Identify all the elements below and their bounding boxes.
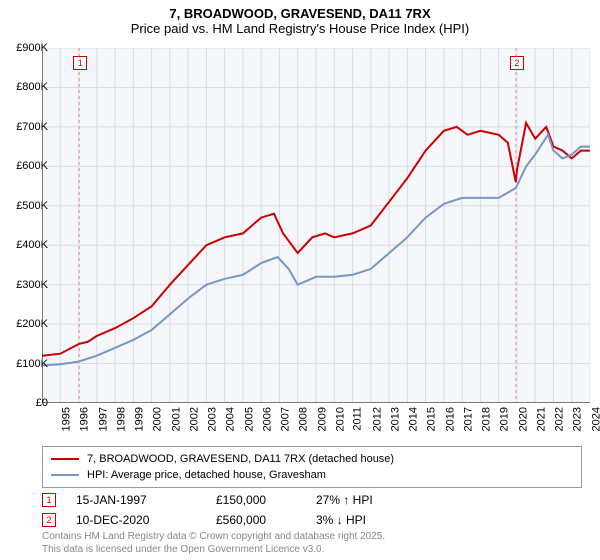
x-tick-label: 2017 xyxy=(462,407,474,431)
x-tick-label: 2012 xyxy=(371,407,383,431)
data-row-marker: 1 xyxy=(42,493,56,507)
x-tick-label: 2011 xyxy=(352,407,364,431)
data-row: 1 15-JAN-1997£150,00027% ↑ HPI xyxy=(42,490,436,510)
y-tick-label: £500K xyxy=(16,200,48,212)
chart-area: 12 xyxy=(42,48,590,403)
data-row-date: 15-JAN-1997 xyxy=(76,493,216,507)
x-tick-label: 2013 xyxy=(389,407,401,431)
footer: Contains HM Land Registry data © Crown c… xyxy=(42,530,385,556)
x-tick-label: 2020 xyxy=(517,407,529,431)
x-tick-label: 2004 xyxy=(225,407,237,431)
x-tick-label: 2019 xyxy=(499,407,511,431)
legend-label: HPI: Average price, detached house, Grav… xyxy=(87,469,326,481)
x-tick-label: 2002 xyxy=(188,407,200,431)
data-row-price: £150,000 xyxy=(216,493,316,507)
data-row: 2 10-DEC-2020£560,0003% ↓ HPI xyxy=(42,510,436,530)
data-row-marker: 2 xyxy=(42,513,56,527)
legend-row: HPI: Average price, detached house, Grav… xyxy=(51,467,573,483)
x-tick-label: 2023 xyxy=(572,407,584,431)
data-row-pct: 3% ↓ HPI xyxy=(316,513,436,527)
y-tick-label: £200K xyxy=(16,318,48,330)
x-tick-label: 1998 xyxy=(115,407,127,431)
y-tick-label: £400K xyxy=(16,239,48,251)
x-tick-label: 2022 xyxy=(554,407,566,431)
chart-svg xyxy=(42,48,590,403)
data-row-date: 10-DEC-2020 xyxy=(76,513,216,527)
x-tick-label: 2000 xyxy=(152,407,164,431)
chart-title-block: 7, BROADWOOD, GRAVESEND, DA11 7RX Price … xyxy=(0,0,600,36)
y-tick-label: £100K xyxy=(16,358,48,370)
data-table: 1 15-JAN-1997£150,00027% ↑ HPI 2 10-DEC-202… xyxy=(42,490,436,530)
x-tick-label: 1997 xyxy=(97,407,109,431)
x-tick-label: 2005 xyxy=(243,407,255,431)
y-tick-label: £900K xyxy=(16,42,48,54)
x-tick-label: 2018 xyxy=(481,407,493,431)
footer-line1: Contains HM Land Registry data © Crown c… xyxy=(42,530,385,543)
x-tick-label: 2014 xyxy=(408,407,420,431)
legend-swatch xyxy=(51,474,79,476)
x-tick-label: 1999 xyxy=(134,407,146,431)
x-tick-label: 1996 xyxy=(79,407,91,431)
x-tick-label: 2016 xyxy=(444,407,456,431)
x-tick-label: 2003 xyxy=(207,407,219,431)
x-tick-label: 1995 xyxy=(60,407,72,431)
y-tick-label: £800K xyxy=(16,81,48,93)
x-tick-label: 2010 xyxy=(334,407,346,431)
x-tick-label: 2008 xyxy=(298,407,310,431)
x-tick-label: 2007 xyxy=(280,407,292,431)
x-tick-label: 2015 xyxy=(426,407,438,431)
x-tick-label: 2006 xyxy=(261,407,273,431)
x-tick-label: 2001 xyxy=(170,407,182,431)
footer-line2: This data is licensed under the Open Gov… xyxy=(42,543,385,556)
data-row-pct: 27% ↑ HPI xyxy=(316,493,436,507)
y-tick-label: £600K xyxy=(16,160,48,172)
chart-marker-2: 2 xyxy=(510,56,524,70)
y-tick-label: £300K xyxy=(16,279,48,291)
legend-label: 7, BROADWOOD, GRAVESEND, DA11 7RX (detac… xyxy=(87,453,394,465)
legend-swatch xyxy=(51,458,79,460)
data-row-price: £560,000 xyxy=(216,513,316,527)
chart-marker-1: 1 xyxy=(73,56,87,70)
x-tick-label: 2021 xyxy=(535,407,547,431)
legend: 7, BROADWOOD, GRAVESEND, DA11 7RX (detac… xyxy=(42,446,582,488)
x-tick-label: 2024 xyxy=(590,407,600,431)
x-tick-label: 2009 xyxy=(316,407,328,431)
y-tick-label: £700K xyxy=(16,121,48,133)
chart-title: 7, BROADWOOD, GRAVESEND, DA11 7RX xyxy=(0,6,600,21)
y-tick-label: £0 xyxy=(36,397,48,409)
legend-row: 7, BROADWOOD, GRAVESEND, DA11 7RX (detac… xyxy=(51,451,573,467)
chart-subtitle: Price paid vs. HM Land Registry's House … xyxy=(0,21,600,36)
